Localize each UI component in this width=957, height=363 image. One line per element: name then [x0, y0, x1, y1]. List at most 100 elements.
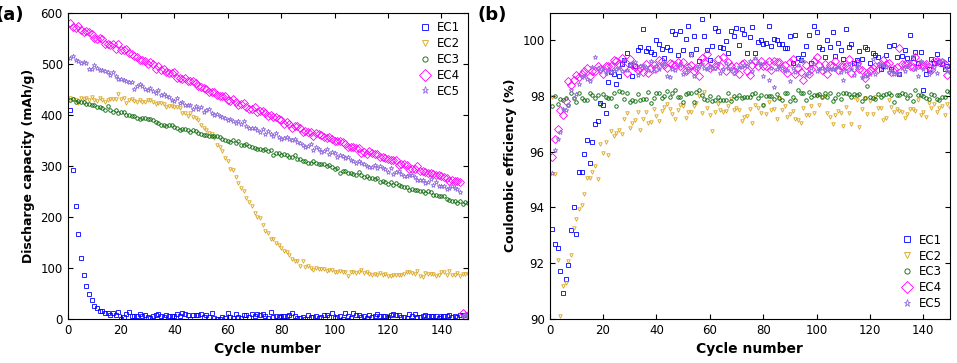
- EC2: [395, 272, 407, 277]
- EC1: [557, 291, 568, 295]
- X-axis label: Cycle number: Cycle number: [697, 342, 803, 356]
- EC5: [292, 140, 303, 144]
- EC4: [222, 98, 234, 103]
- EC1: [292, 316, 303, 320]
- EC2: [113, 91, 124, 96]
- EC4: [875, 61, 886, 66]
- EC2: [945, 106, 956, 110]
- EC3: [880, 92, 892, 97]
- EC3: [773, 95, 785, 100]
- EC2: [554, 314, 566, 318]
- EC2: [292, 259, 303, 264]
- EC2: [462, 272, 474, 277]
- EC4: [462, 313, 474, 317]
- EC3: [462, 201, 474, 205]
- EC1: [211, 317, 223, 321]
- EC4: [821, 72, 833, 76]
- Legend: EC1, EC2, EC3, EC4, EC5: EC1, EC2, EC3, EC4, EC5: [415, 19, 462, 100]
- EC5: [546, 171, 558, 176]
- EC3: [457, 201, 469, 206]
- Text: (b): (b): [478, 7, 507, 24]
- EC3: [945, 90, 956, 94]
- EC2: [343, 274, 354, 278]
- Y-axis label: Coulombic efficiency (%): Coulombic efficiency (%): [504, 79, 517, 252]
- EC2: [827, 122, 838, 127]
- EC5: [706, 66, 718, 70]
- EC3: [611, 104, 622, 109]
- EC1: [760, 41, 771, 45]
- EC3: [395, 183, 407, 188]
- EC4: [894, 46, 905, 50]
- EC5: [685, 53, 697, 57]
- EC2: [709, 110, 721, 115]
- EC5: [457, 314, 469, 319]
- EC5: [824, 67, 835, 71]
- EC2: [699, 90, 710, 94]
- EC5: [678, 72, 689, 76]
- Line: EC2: EC2: [550, 90, 952, 318]
- EC3: [546, 103, 558, 108]
- EC1: [343, 313, 354, 318]
- EC1: [709, 25, 721, 30]
- EC1: [696, 17, 707, 21]
- EC5: [276, 137, 287, 141]
- EC5: [757, 74, 768, 78]
- Text: (a): (a): [0, 7, 24, 24]
- EC5: [225, 117, 236, 122]
- EC2: [760, 111, 771, 116]
- EC4: [459, 314, 471, 319]
- EC4: [770, 60, 782, 64]
- EC2: [198, 126, 210, 131]
- EC4: [945, 66, 956, 71]
- Line: EC1: EC1: [69, 108, 470, 321]
- EC1: [880, 53, 892, 57]
- Line: EC2: EC2: [69, 92, 470, 278]
- EC3: [680, 92, 692, 97]
- EC4: [273, 117, 284, 121]
- EC3: [276, 153, 287, 157]
- EC1: [546, 227, 558, 232]
- EC3: [225, 140, 236, 144]
- EC5: [395, 172, 407, 176]
- EC3: [706, 99, 718, 103]
- EC2: [776, 108, 788, 112]
- EC5: [462, 313, 474, 318]
- EC5: [343, 155, 354, 160]
- EC3: [292, 156, 303, 161]
- EC1: [462, 313, 474, 317]
- Legend: EC1, EC2, EC3, EC4, EC5: EC1, EC2, EC3, EC4, EC5: [898, 231, 945, 313]
- EC2: [880, 115, 892, 120]
- EC4: [546, 155, 558, 160]
- EC1: [225, 314, 236, 319]
- EC1: [680, 37, 692, 41]
- EC2: [64, 96, 76, 101]
- EC1: [945, 57, 956, 61]
- X-axis label: Cycle number: Cycle number: [214, 342, 322, 356]
- EC5: [198, 110, 210, 114]
- EC4: [393, 163, 405, 167]
- EC3: [67, 97, 78, 101]
- EC1: [827, 30, 838, 34]
- EC4: [704, 66, 716, 70]
- EC4: [340, 142, 351, 146]
- Line: EC4: EC4: [68, 21, 471, 319]
- Y-axis label: Discharge capacity (mAh/g): Discharge capacity (mAh/g): [22, 69, 35, 263]
- EC3: [198, 132, 210, 137]
- EC3: [64, 98, 76, 102]
- EC4: [195, 85, 207, 90]
- Line: EC1: EC1: [550, 18, 952, 295]
- EC5: [878, 62, 889, 67]
- EC4: [678, 60, 689, 64]
- EC1: [395, 315, 407, 319]
- EC1: [776, 42, 788, 46]
- EC3: [824, 91, 835, 95]
- EC5: [945, 70, 956, 74]
- Line: EC5: EC5: [68, 53, 471, 319]
- EC5: [67, 53, 78, 58]
- Line: EC3: EC3: [69, 97, 470, 205]
- EC5: [773, 64, 785, 69]
- EC1: [64, 108, 76, 112]
- EC2: [276, 245, 287, 250]
- EC4: [755, 59, 767, 64]
- EC1: [195, 312, 207, 317]
